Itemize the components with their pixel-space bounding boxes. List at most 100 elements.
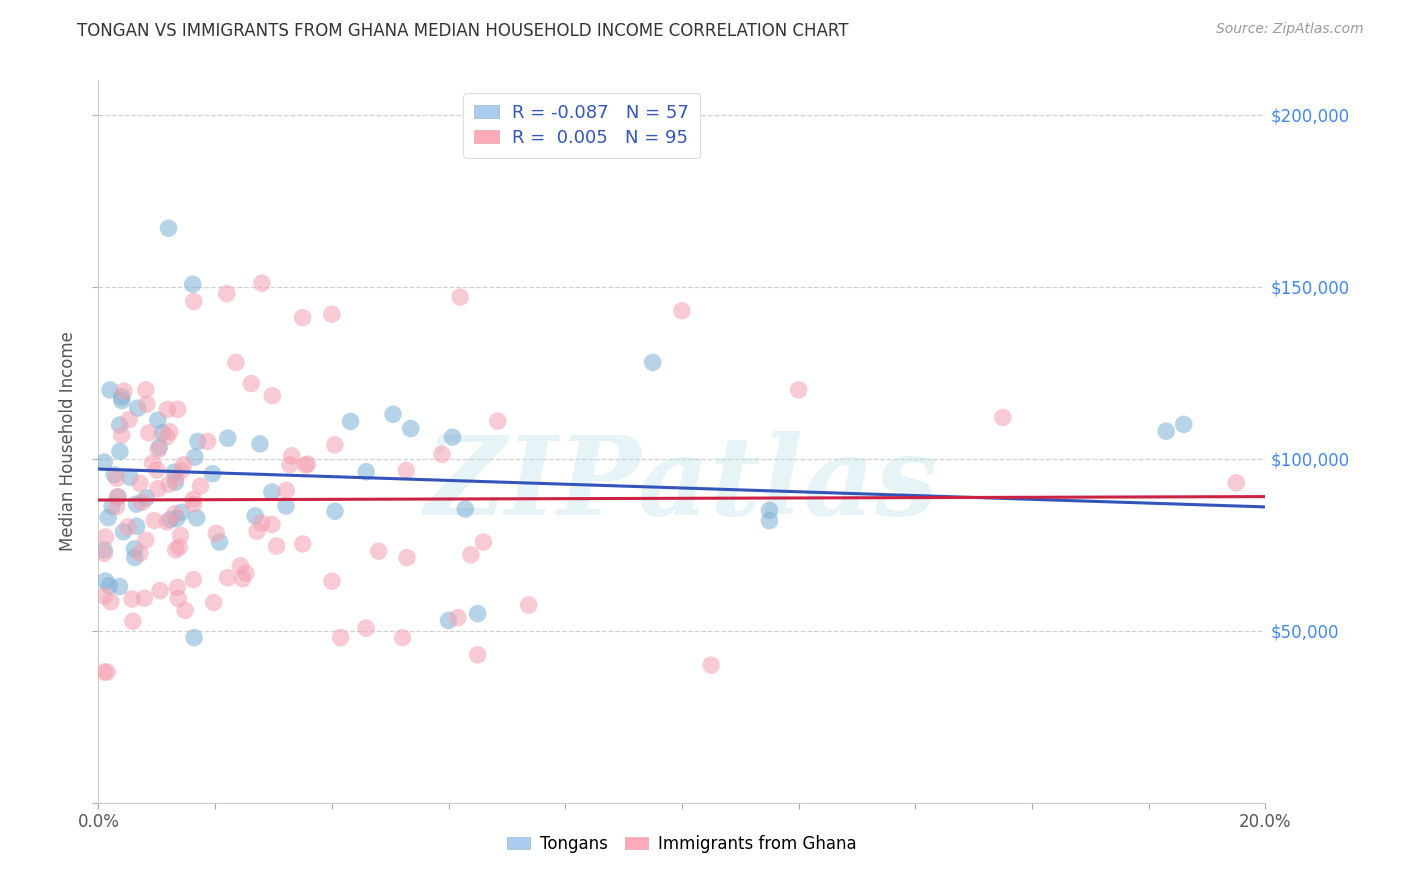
Point bbox=[134, 591, 156, 606]
Point bbox=[291, 310, 314, 325]
Point bbox=[700, 658, 723, 673]
Point bbox=[467, 648, 489, 662]
Point bbox=[108, 418, 131, 433]
Text: TONGAN VS IMMIGRANTS FROM GHANA MEDIAN HOUSEHOLD INCOME CORRELATION CHART: TONGAN VS IMMIGRANTS FROM GHANA MEDIAN H… bbox=[77, 22, 849, 40]
Point bbox=[454, 502, 477, 516]
Point bbox=[202, 595, 225, 609]
Point bbox=[138, 425, 160, 440]
Point bbox=[101, 500, 124, 514]
Point bbox=[107, 490, 129, 504]
Point bbox=[183, 294, 205, 309]
Point bbox=[243, 508, 266, 523]
Point bbox=[93, 543, 115, 558]
Point bbox=[169, 540, 191, 554]
Point bbox=[108, 444, 131, 458]
Point bbox=[183, 497, 205, 511]
Point bbox=[105, 500, 128, 514]
Point bbox=[135, 491, 157, 505]
Point bbox=[399, 421, 422, 435]
Point bbox=[323, 438, 346, 452]
Point bbox=[641, 355, 664, 369]
Point bbox=[129, 476, 152, 491]
Point bbox=[156, 402, 179, 417]
Point bbox=[321, 574, 343, 588]
Point bbox=[329, 631, 352, 645]
Point bbox=[170, 464, 193, 478]
Point bbox=[517, 598, 540, 612]
Point bbox=[163, 507, 186, 521]
Point bbox=[169, 528, 191, 542]
Point bbox=[103, 467, 125, 482]
Point bbox=[187, 434, 209, 449]
Point bbox=[354, 465, 377, 479]
Point bbox=[278, 458, 301, 472]
Point bbox=[157, 221, 180, 235]
Point bbox=[266, 539, 288, 553]
Point bbox=[281, 449, 304, 463]
Point bbox=[118, 470, 141, 484]
Point bbox=[249, 437, 271, 451]
Point bbox=[260, 485, 283, 500]
Point bbox=[105, 471, 128, 485]
Point bbox=[124, 550, 146, 565]
Point bbox=[441, 430, 464, 444]
Point bbox=[430, 447, 453, 461]
Point bbox=[758, 514, 780, 528]
Point bbox=[1154, 424, 1177, 438]
Point bbox=[246, 524, 269, 539]
Point bbox=[157, 477, 180, 491]
Point bbox=[111, 428, 134, 442]
Point bbox=[181, 277, 204, 292]
Y-axis label: Median Household Income: Median Household Income bbox=[59, 332, 77, 551]
Point bbox=[131, 495, 153, 509]
Point bbox=[486, 414, 509, 428]
Point bbox=[395, 550, 418, 565]
Point bbox=[111, 390, 134, 404]
Point bbox=[165, 471, 187, 485]
Point bbox=[217, 571, 239, 585]
Point bbox=[141, 456, 163, 470]
Point bbox=[165, 542, 187, 557]
Point bbox=[135, 383, 157, 397]
Point bbox=[96, 665, 118, 679]
Point bbox=[1225, 475, 1247, 490]
Point bbox=[671, 303, 693, 318]
Point bbox=[146, 482, 169, 496]
Point bbox=[105, 490, 128, 504]
Point bbox=[274, 499, 297, 513]
Point bbox=[124, 541, 146, 556]
Point bbox=[93, 546, 115, 560]
Point bbox=[323, 504, 346, 518]
Point bbox=[125, 519, 148, 533]
Point bbox=[190, 479, 212, 493]
Point bbox=[276, 483, 298, 498]
Point bbox=[183, 573, 205, 587]
Point bbox=[460, 548, 482, 562]
Point bbox=[250, 277, 273, 291]
Point bbox=[156, 515, 179, 529]
Point bbox=[167, 591, 190, 606]
Point bbox=[127, 401, 149, 416]
Point bbox=[166, 511, 188, 525]
Point bbox=[297, 457, 319, 471]
Point bbox=[117, 520, 139, 534]
Point bbox=[97, 510, 120, 524]
Point bbox=[291, 537, 314, 551]
Point bbox=[395, 463, 418, 477]
Point bbox=[449, 290, 471, 304]
Legend: Tongans, Immigrants from Ghana: Tongans, Immigrants from Ghana bbox=[501, 828, 863, 860]
Point bbox=[135, 533, 157, 547]
Point bbox=[118, 412, 141, 426]
Point bbox=[991, 410, 1014, 425]
Point bbox=[201, 467, 224, 481]
Point bbox=[125, 497, 148, 511]
Point bbox=[112, 384, 135, 398]
Point bbox=[166, 402, 188, 417]
Point bbox=[100, 595, 122, 609]
Point bbox=[111, 393, 134, 408]
Point bbox=[121, 592, 143, 607]
Point bbox=[186, 511, 208, 525]
Point bbox=[294, 458, 316, 472]
Point bbox=[146, 463, 169, 477]
Point bbox=[229, 558, 252, 573]
